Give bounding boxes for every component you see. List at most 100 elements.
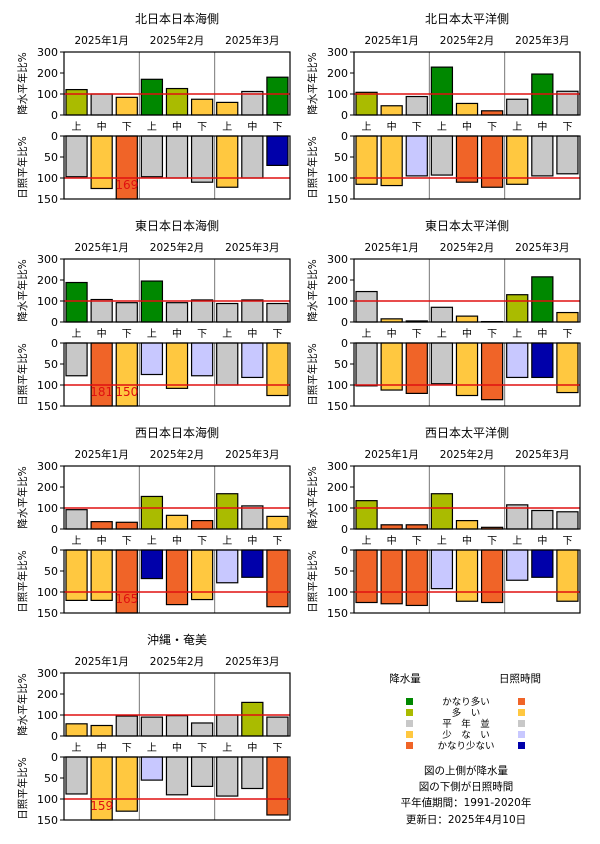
period-label: 上 — [72, 121, 82, 133]
sun-bar — [507, 550, 528, 580]
precip-bar — [381, 525, 402, 529]
period-label: 上 — [147, 742, 157, 754]
sun-bar — [356, 550, 377, 603]
period-label: 下 — [272, 329, 282, 340]
sun-bar — [532, 343, 553, 377]
precip-bar — [166, 303, 187, 322]
precip-axis-label: 降水平年比% — [306, 466, 319, 528]
period-label: 中 — [247, 741, 257, 754]
sun-bar — [192, 136, 213, 182]
period-label: 下 — [487, 122, 497, 133]
sun-bar — [431, 136, 452, 175]
sun-bar — [192, 757, 213, 786]
precip-bar — [116, 97, 137, 115]
sun-tick-label: 150 — [327, 400, 348, 413]
precip-bar — [532, 277, 553, 322]
period-label: 上 — [512, 121, 522, 133]
sun-bar — [91, 550, 112, 600]
sun-tick-label: 100 — [37, 793, 58, 806]
period-label: 中 — [172, 741, 182, 754]
precip-tick-label: 300 — [327, 46, 348, 59]
precip-bar — [91, 522, 112, 529]
precip-tick-label: 0 — [341, 316, 348, 329]
sun-bar — [217, 343, 238, 385]
month-label: 2025年2月 — [440, 448, 494, 461]
period-label: 中 — [97, 534, 107, 547]
precip-tick-label: 0 — [341, 109, 348, 122]
sun-axis-label: 日照平年比% — [306, 136, 319, 198]
sun-axis-label: 日照平年比% — [16, 136, 29, 198]
period-label: 上 — [362, 121, 372, 133]
month-label: 2025年1月 — [364, 448, 418, 461]
period-label: 中 — [387, 120, 397, 133]
overflow-data-label: 181 — [90, 385, 113, 399]
sun-tick-label: 50 — [44, 358, 58, 371]
sun-axis-label: 日照平年比% — [306, 550, 319, 612]
sun-bar — [356, 343, 377, 386]
region-title: 北日本太平洋側 — [425, 11, 509, 26]
precip-bar — [217, 715, 238, 736]
sun-tick-label: 100 — [37, 172, 58, 185]
period-label: 中 — [462, 534, 472, 547]
period-label: 下 — [272, 122, 282, 133]
precip-bar — [456, 316, 477, 322]
precip-tick-label: 300 — [327, 253, 348, 266]
precip-axis-label: 降水平年比% — [306, 259, 319, 321]
precip-bar — [192, 99, 213, 115]
sun-tick-label: 150 — [37, 607, 58, 620]
period-label: 下 — [487, 536, 497, 547]
sun-tick-label: 50 — [44, 772, 58, 785]
precip-bar — [141, 496, 162, 529]
sun-bar — [431, 343, 452, 384]
sun-bar — [192, 343, 213, 376]
precip-tick-label: 100 — [327, 88, 348, 101]
period-label: 中 — [247, 120, 257, 133]
period-label: 下 — [122, 122, 132, 133]
precip-tick-label: 100 — [327, 502, 348, 515]
period-label: 中 — [247, 534, 257, 547]
precip-tick-label: 100 — [37, 88, 58, 101]
month-label: 2025年3月 — [225, 241, 279, 254]
precip-bar — [242, 702, 263, 736]
sun-bar — [166, 136, 187, 178]
precip-bar — [91, 94, 112, 115]
period-label: 中 — [537, 120, 547, 133]
period-label: 下 — [487, 329, 497, 340]
sun-bar — [267, 136, 288, 165]
period-label: 下 — [562, 329, 572, 340]
precip-bar — [507, 295, 528, 322]
period-label: 上 — [147, 535, 157, 547]
precip-axis-label: 降水平年比% — [16, 673, 29, 735]
period-label: 下 — [562, 536, 572, 547]
period-label: 下 — [197, 329, 207, 340]
precip-axis-label: 降水平年比% — [16, 259, 29, 321]
sun-tick-label: 150 — [37, 400, 58, 413]
sun-tick-label: 100 — [37, 586, 58, 599]
sun-bar — [217, 757, 238, 796]
precip-bar — [166, 716, 187, 736]
precip-bar — [482, 111, 503, 115]
region-title: 北日本日本海側 — [135, 11, 219, 26]
month-label: 2025年2月 — [150, 655, 204, 668]
overflow-data-label: 169 — [115, 178, 138, 192]
period-label: 上 — [437, 121, 447, 133]
precip-tick-label: 200 — [327, 67, 348, 80]
period-label: 下 — [122, 329, 132, 340]
precip-bar — [267, 77, 288, 115]
overflow-data-label: 159 — [90, 799, 113, 813]
sun-bar — [456, 136, 477, 182]
period-label: 上 — [222, 328, 232, 340]
precip-bar — [242, 300, 263, 322]
precip-tick-label: 100 — [37, 709, 58, 722]
precip-bar — [166, 515, 187, 529]
sun-bar — [267, 343, 288, 396]
precip-bar — [532, 511, 553, 529]
sun-bar — [91, 136, 112, 189]
sun-bar — [482, 136, 503, 187]
precip-tick-label: 0 — [51, 316, 58, 329]
sun-tick-label: 0 — [51, 337, 58, 350]
period-label: 中 — [387, 534, 397, 547]
